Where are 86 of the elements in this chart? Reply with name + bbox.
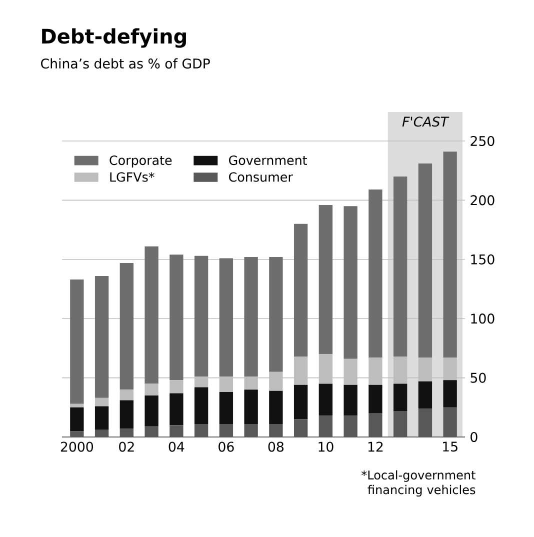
legend-label: LGFVs*	[110, 172, 154, 182]
bar	[344, 416, 358, 437]
x-tick-label: 06	[218, 442, 234, 452]
y-tick-label: 50	[470, 372, 486, 383]
bar	[318, 416, 333, 437]
x-tick-label: 15	[443, 442, 458, 452]
bar	[344, 384, 358, 416]
bar	[194, 424, 208, 437]
bar	[120, 262, 134, 390]
chart-subtitle: China’s debt as % of GDP	[41, 58, 210, 69]
legend-label: Corporate	[110, 155, 172, 168]
chart-title: Debt-defying	[42, 28, 186, 48]
bar	[120, 390, 134, 400]
y-tick-label: 200	[470, 195, 494, 206]
bar	[344, 358, 358, 385]
bar	[368, 384, 382, 414]
bar	[244, 376, 258, 390]
bar	[170, 393, 184, 426]
bar	[269, 257, 283, 372]
bar	[318, 354, 333, 384]
bar	[194, 376, 208, 388]
bar	[70, 404, 84, 408]
bar	[194, 256, 208, 377]
bar	[368, 413, 382, 437]
legend-label: Consumer	[229, 172, 293, 182]
bar	[344, 206, 358, 359]
bar	[144, 426, 158, 437]
band-label: F'CAST	[402, 116, 450, 127]
x-tick-label: 04	[168, 442, 184, 452]
bar	[170, 254, 184, 380]
bar	[70, 407, 84, 432]
bar	[418, 358, 432, 382]
y-tick-label: 0	[470, 432, 478, 442]
bar	[70, 280, 84, 404]
bar	[94, 406, 109, 430]
bar	[120, 428, 134, 437]
bar	[94, 276, 109, 398]
bar	[94, 398, 109, 406]
bar	[144, 384, 158, 396]
bar	[294, 356, 308, 385]
x-tick-label: 12	[368, 442, 383, 452]
y-tick-label: 100	[471, 314, 494, 324]
bar	[368, 358, 382, 385]
bar	[269, 372, 283, 391]
bar	[294, 224, 308, 356]
bar	[219, 424, 234, 437]
bar	[443, 407, 457, 437]
bar	[393, 176, 408, 356]
bar	[393, 410, 408, 437]
bar	[368, 190, 382, 358]
bar	[219, 376, 234, 392]
bar	[294, 384, 308, 420]
x-tick-label: 2000	[60, 442, 94, 452]
bar	[443, 358, 457, 380]
bar	[244, 424, 258, 437]
x-tick-label: 10	[318, 442, 334, 452]
bar	[269, 390, 283, 424]
bar	[244, 257, 258, 377]
bar	[443, 152, 457, 358]
bar	[393, 356, 408, 384]
bar	[294, 419, 308, 437]
bar	[120, 400, 134, 429]
bar	[318, 204, 333, 354]
bar	[393, 384, 408, 411]
bar	[144, 396, 158, 426]
bar	[194, 387, 208, 424]
bar	[269, 424, 283, 437]
bar	[318, 384, 333, 416]
bar	[144, 246, 158, 384]
bar	[219, 258, 234, 377]
y-tick-label: 150	[471, 254, 494, 264]
x-tick-label: 02	[119, 442, 134, 452]
legend-label: Government	[229, 155, 308, 166]
x-tick-label: 08	[268, 442, 284, 452]
bar	[443, 380, 457, 408]
text: *Local-government financing vehicles	[362, 470, 476, 497]
y-tick-label: 250	[470, 136, 494, 146]
bar	[219, 392, 234, 424]
bar	[170, 425, 184, 437]
bar	[244, 390, 258, 424]
bar	[70, 431, 84, 437]
bar	[170, 380, 184, 394]
bar	[418, 408, 432, 437]
bar	[94, 430, 109, 437]
bar	[418, 164, 432, 358]
bar	[418, 381, 432, 409]
